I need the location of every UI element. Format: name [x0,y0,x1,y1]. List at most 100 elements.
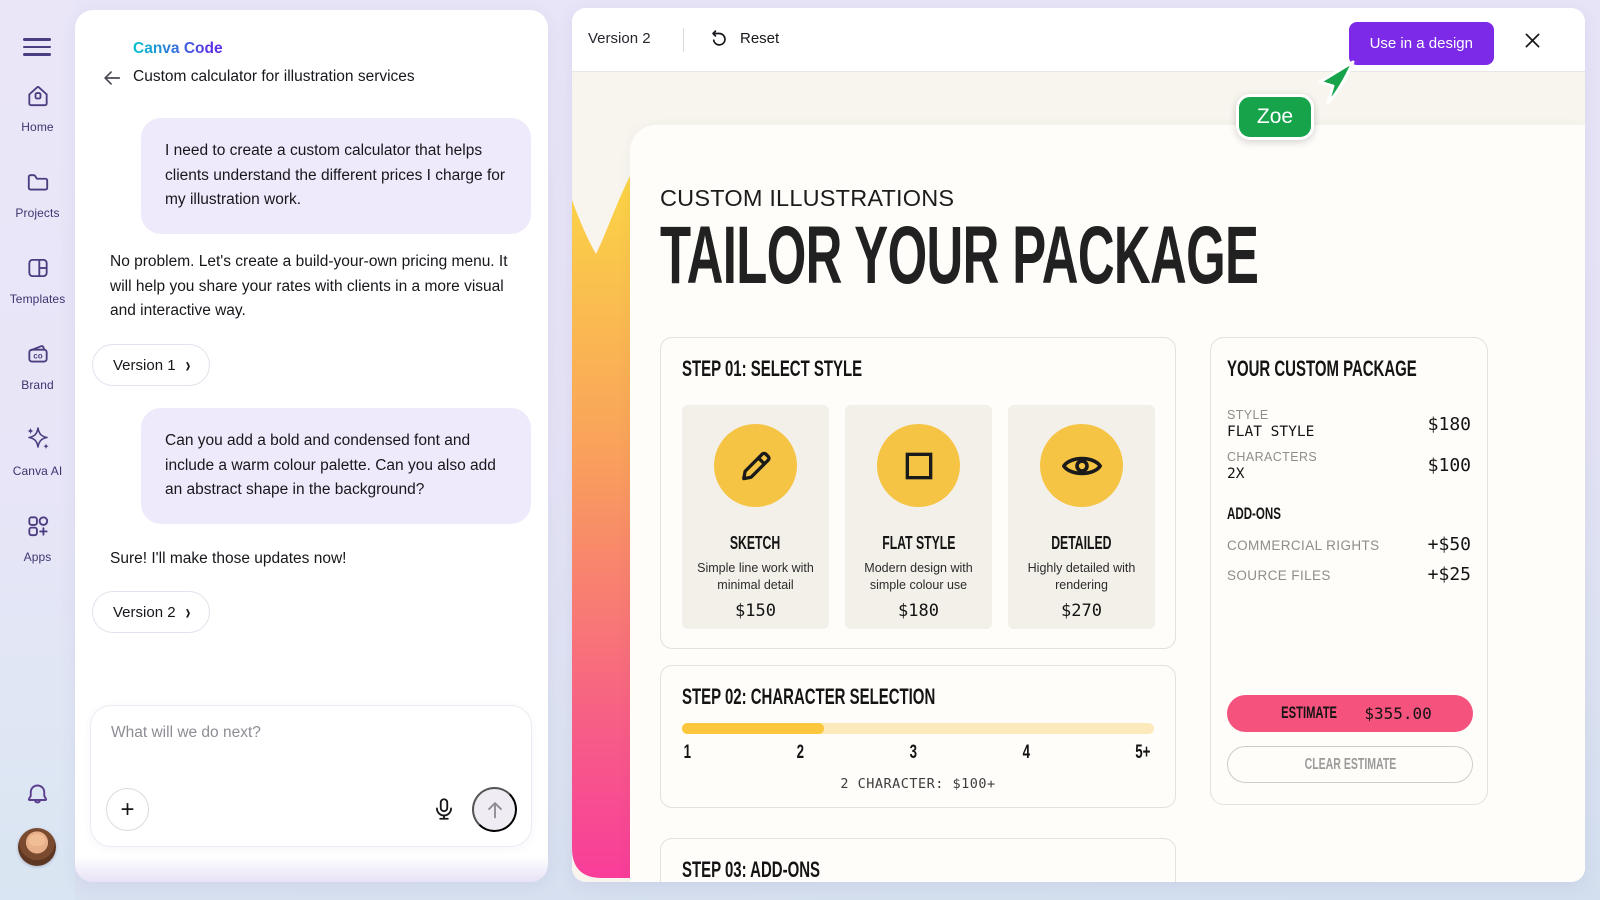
option-description: Highly detailed with rendering [1027,561,1136,592]
summary-row-value: 2X [1227,466,1245,482]
sidebar-item-label: Canva AI [12,464,63,478]
addons-heading: ADD-ONS [1227,504,1281,523]
preview-toolbar: Version 2 Reset Use in a design [572,8,1585,72]
app-title: Canva Code [133,40,223,57]
toolbar-version-label: Version 2 [588,30,651,47]
tick-3: 3 [909,742,917,763]
step1-heading: STEP 01: SELECT STYLE [682,356,863,381]
version-2-label: Version 2 [113,603,176,621]
clear-estimate-label: CLEAR ESTIMATE [1304,755,1396,773]
sidebar-item-label: Home [21,120,54,134]
summary-heading: YOUR CUSTOM PACKAGE [1227,356,1417,381]
user-message: I need to create a custom calculator tha… [141,118,531,234]
sidebar-item-projects[interactable]: Projects [0,169,75,222]
option-price: $180 [898,601,939,621]
reset-button[interactable]: Reset [708,28,779,49]
summary-row-label: CHARACTERS [1227,450,1318,464]
back-arrow-icon[interactable] [101,67,123,89]
chat-panel: Canva Code Custom calculator for illustr… [75,10,548,882]
svg-text:co: co [33,351,43,360]
sidebar-item-templates[interactable]: Templates [0,255,75,308]
user-avatar[interactable] [18,828,56,866]
version-1-label: Version 1 [113,356,176,374]
step2-card: STEP 02: CHARACTER SELECTION 1 2 3 4 5+ … [660,665,1176,808]
add-attachment-button[interactable]: + [106,788,149,831]
style-option-flat[interactable]: FLAT STYLE Modern design with simple col… [845,405,992,629]
sidebar-item-label: Projects [15,206,60,220]
sidebar-item-label: Templates [9,292,66,306]
use-in-design-label: Use in a design [1369,35,1473,52]
option-price: $270 [1061,601,1102,621]
app-sidebar: Home Projects Templates co Brand Canva A… [0,0,75,900]
tick-5plus: 5+ [1135,742,1151,763]
character-slider[interactable] [682,723,1154,734]
option-description: Simple line work with minimal detail [697,561,814,592]
sidebar-item-home[interactable]: Home [0,83,75,136]
preview-panel: Version 2 Reset Use in a design Zoe [572,8,1585,882]
summary-row-value: FLAT STYLE [1227,424,1315,440]
option-description: Modern design with simple colour use [864,561,973,592]
option-name: FLAT STYLE [881,533,956,553]
addon-price: +$25 [1427,564,1471,585]
sparkle-icon [0,425,75,458]
step3-card: STEP 03: ADD-ONS [660,838,1176,882]
toolbar-divider [683,28,684,52]
addon-price: +$50 [1427,534,1471,555]
notifications-bell-icon[interactable] [24,781,51,813]
chat-input[interactable] [111,724,501,742]
step1-card: STEP 01: SELECT STYLE SKETCH Simple line… [660,337,1176,649]
sidebar-item-label: Brand [21,378,54,392]
estimate-value: $355.00 [1364,704,1432,723]
reset-icon [712,30,726,46]
addon-label: COMMERCIAL RIGHTS [1227,538,1380,553]
sidebar-item-label: Apps [23,550,52,564]
session-title: Custom calculator for illustration servi… [133,68,415,85]
summary-row-label: STYLE [1227,408,1269,422]
reset-label: Reset [740,30,780,47]
style-option-sketch[interactable]: SKETCH Simple line work with minimal det… [682,405,829,629]
option-name: SKETCH [730,533,781,553]
version-2-button[interactable]: Version 2 › [92,591,210,633]
addon-label: SOURCE FILES [1227,568,1331,583]
collaborator-cursor-icon [1318,60,1355,105]
chevron-right-icon: › [185,353,191,377]
calculator-title: TAILOR YOUR PACKAGE [660,210,1259,301]
style-option-detailed[interactable]: DETAILED Highly detailed with rendering … [1008,405,1155,629]
preview-canvas: CUSTOM ILLUSTRATIONS TAILOR YOUR PACKAGE… [572,72,1585,882]
template-icon [0,255,75,286]
estimate-label: ESTIMATE [1281,704,1338,722]
calculator-eyebrow: CUSTOM ILLUSTRATIONS [660,185,955,211]
summary-row-price: $180 [1427,414,1471,435]
step3-heading: STEP 03: ADD-ONS [682,857,820,882]
character-selection-label: 2 CHARACTER: $100+ [840,776,996,792]
clear-estimate-button[interactable]: CLEAR ESTIMATE [1227,746,1473,783]
character-slider-fill [682,723,824,734]
tick-4: 4 [1022,742,1030,763]
sidebar-item-brand[interactable]: co Brand [0,341,75,394]
square-icon [877,424,960,507]
collaborator-name: Zoe [1256,105,1294,128]
send-button[interactable] [472,787,517,832]
brand-kit-icon: co [0,341,75,372]
user-message: Can you add a bold and condensed font an… [141,408,531,524]
chat-composer: + [91,706,531,846]
tick-2: 2 [796,742,804,763]
folder-icon [0,169,75,200]
summary-card: YOUR CUSTOM PACKAGE STYLE FLAT STYLE $18… [1210,337,1488,805]
version-1-button[interactable]: Version 1 › [92,344,210,386]
use-in-design-button[interactable]: Use in a design [1348,22,1494,65]
microphone-icon[interactable] [431,796,457,822]
collaborator-name-tag: Zoe [1236,94,1314,140]
step2-heading: STEP 02: CHARACTER SELECTION [682,684,936,709]
menu-icon[interactable] [23,33,51,61]
close-icon[interactable] [1522,30,1543,51]
assistant-message: No problem. Let's create a build-your-ow… [110,253,508,319]
option-name: DETAILED [1051,533,1112,553]
assistant-message: Sure! I'll make those updates now! [110,550,347,567]
slider-ticks: 1 2 3 4 5+ [682,742,1154,764]
sidebar-item-apps[interactable]: Apps [0,513,75,566]
estimate-button[interactable]: ESTIMATE $355.00 [1227,695,1473,732]
tick-1: 1 [683,742,691,763]
sidebar-item-canva-ai[interactable]: Canva AI [0,425,75,480]
option-price: $150 [735,601,776,621]
